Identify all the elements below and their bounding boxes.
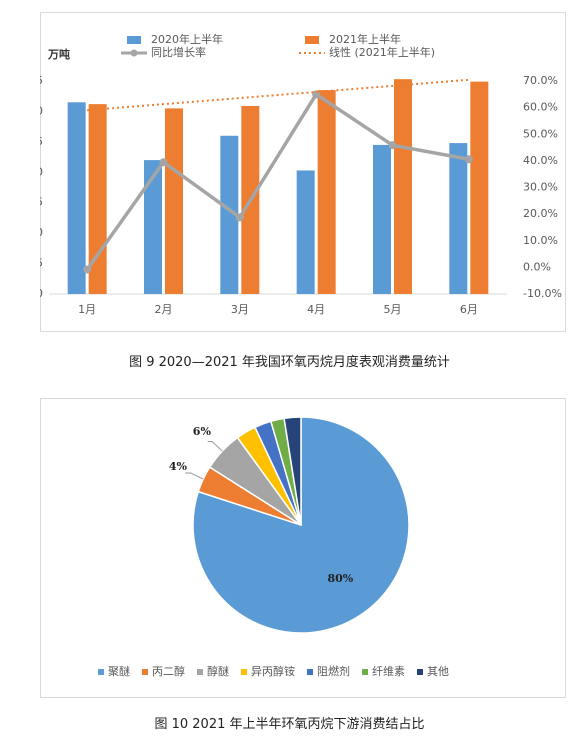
bar <box>470 81 489 294</box>
y2-tick-label: 20.0% <box>523 207 558 220</box>
y2-tick-label: -10.0% <box>523 287 562 300</box>
y2-tick-label: 70.0% <box>523 74 558 87</box>
bar <box>296 170 315 294</box>
legend-label: 阻燃剂 <box>317 664 350 678</box>
y2-tick-label: 50.0% <box>523 127 558 140</box>
slice <box>283 416 302 526</box>
x-tick-label: 1月 <box>78 303 96 316</box>
bar <box>394 79 412 294</box>
legend-label: 丙二醇 <box>152 664 185 678</box>
y-axis-label: 万吨 <box>47 47 70 61</box>
bar <box>220 135 239 294</box>
legend-swatch <box>142 669 148 675</box>
legend-swatch <box>98 669 104 675</box>
bar <box>165 108 183 294</box>
legend-swatch <box>197 669 203 675</box>
trend-line <box>87 78 469 112</box>
y-tick-label: 25 <box>40 135 43 148</box>
legend-label: 纤维素 <box>372 665 405 678</box>
y2-tick-label: 60.0% <box>523 101 558 114</box>
legend-swatch <box>127 36 141 44</box>
y-tick-label: 30 <box>40 104 43 117</box>
legend-swatch <box>307 669 313 675</box>
x-tick-label: 6月 <box>460 303 478 316</box>
x-tick-label: 3月 <box>231 303 249 316</box>
legend-label: 2020年上半年 <box>151 32 223 46</box>
legend-label: 异丙醇铵 <box>251 664 295 678</box>
y-tick-label: 5 <box>40 257 43 270</box>
x-tick-label: 4月 <box>307 303 325 316</box>
caption: 图 10 2021 年上半年环氧丙烷下游消费结占比 <box>154 717 425 732</box>
legend-swatch <box>241 669 247 675</box>
marker <box>159 158 168 167</box>
legend-label: 其他 <box>427 665 449 678</box>
y-tick-label: 15 <box>40 196 43 209</box>
bar <box>144 160 162 294</box>
chart-frame: 80% 4% 6% 聚醚 丙二醇 醇醚 异丙醇铵 阻燃剂 纤维素 其他 <box>40 398 566 698</box>
slice <box>192 416 410 634</box>
y2-tick-label: 0.0% <box>523 260 551 273</box>
y2-tick-label: 30.0% <box>523 181 558 194</box>
marker <box>388 141 397 150</box>
bar <box>449 143 468 294</box>
y-tick-label: 35 <box>40 74 43 87</box>
y2-tick-label: 40.0% <box>523 154 558 167</box>
legend-label: 醇醚 <box>207 664 229 678</box>
line <box>85 91 470 271</box>
bar <box>373 144 391 294</box>
x-tick-label: 5月 <box>384 303 402 316</box>
bar <box>317 90 336 294</box>
legend-swatch <box>305 36 319 44</box>
data-label: 6% <box>193 425 212 438</box>
legend-label: 2021年上半年 <box>329 32 401 46</box>
data-label: 4% <box>169 460 188 473</box>
y-tick-label: 10 <box>40 226 43 239</box>
x-tick-label: 2月 <box>155 303 173 316</box>
legend-label: 聚醚 <box>108 664 130 678</box>
leader-line <box>185 472 204 480</box>
chart-frame: 万吨 0 5 10 15 20 25 30 35 -10.0% 0.0% 10.0% 20.0% 30.… <box>40 12 566 332</box>
y-tick-label: 0 <box>40 287 43 300</box>
marker <box>83 265 92 274</box>
caption: 图 9 2020—2021 年我国环氧丙烷月度表观消费量统计 <box>129 355 450 370</box>
y2-tick-label: 10.0% <box>523 234 558 247</box>
legend-swatch <box>362 669 368 675</box>
marker <box>464 155 473 164</box>
legend-label: 线性 (2021年上半年) <box>329 45 435 59</box>
y-tick-label: 20 <box>40 165 43 178</box>
marker <box>235 213 244 222</box>
bar <box>67 102 86 294</box>
leader-line <box>207 440 223 452</box>
legend-marker <box>130 49 138 57</box>
legend-swatch <box>417 669 423 675</box>
data-label: 80% <box>327 572 353 585</box>
legend-label: 同比增长率 <box>151 45 206 59</box>
